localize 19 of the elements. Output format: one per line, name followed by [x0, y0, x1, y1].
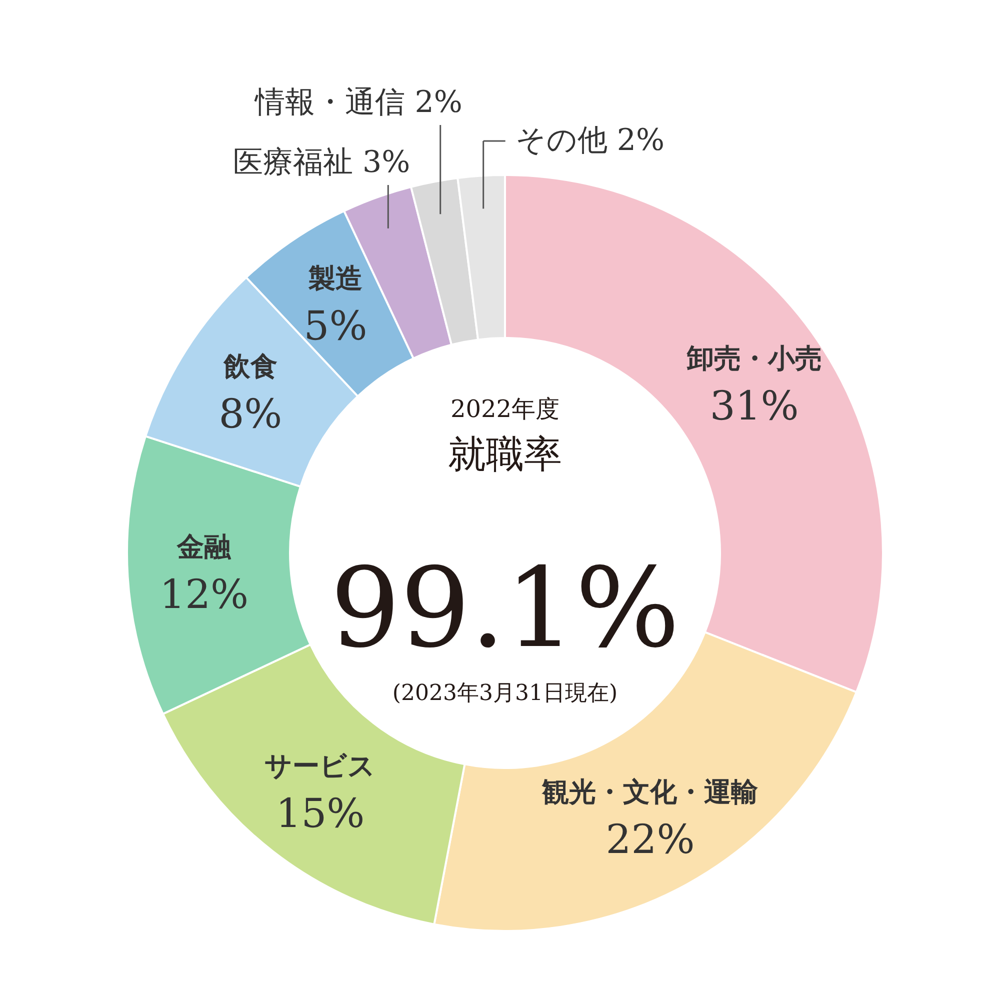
text: (2023年3月31日現在)	[392, 681, 618, 706]
slice-label: 金融	[176, 532, 232, 563]
data-label: 8%	[218, 391, 282, 438]
slice-label: 飲食	[222, 351, 278, 382]
data-label: 22%	[606, 817, 695, 864]
text: 就職率	[448, 432, 562, 476]
text: 2022年度	[450, 395, 560, 423]
slice-label: 医療福祉 3%	[232, 145, 410, 180]
slice-label: サービス	[264, 751, 376, 782]
slice-label: 観光・文化・運輸	[541, 777, 760, 808]
data-label: 12%	[160, 572, 249, 618]
slice-label: 情報・通信 2%	[254, 85, 462, 120]
data-label: 5%	[304, 304, 368, 350]
slice-label: 製造	[308, 264, 363, 295]
data-label: 15%	[276, 791, 365, 838]
text: 99.1%	[330, 544, 680, 672]
slice-label: その他 2%	[515, 123, 664, 158]
data-label: 31%	[710, 384, 799, 430]
slice-label: 卸売・小売	[686, 344, 822, 375]
